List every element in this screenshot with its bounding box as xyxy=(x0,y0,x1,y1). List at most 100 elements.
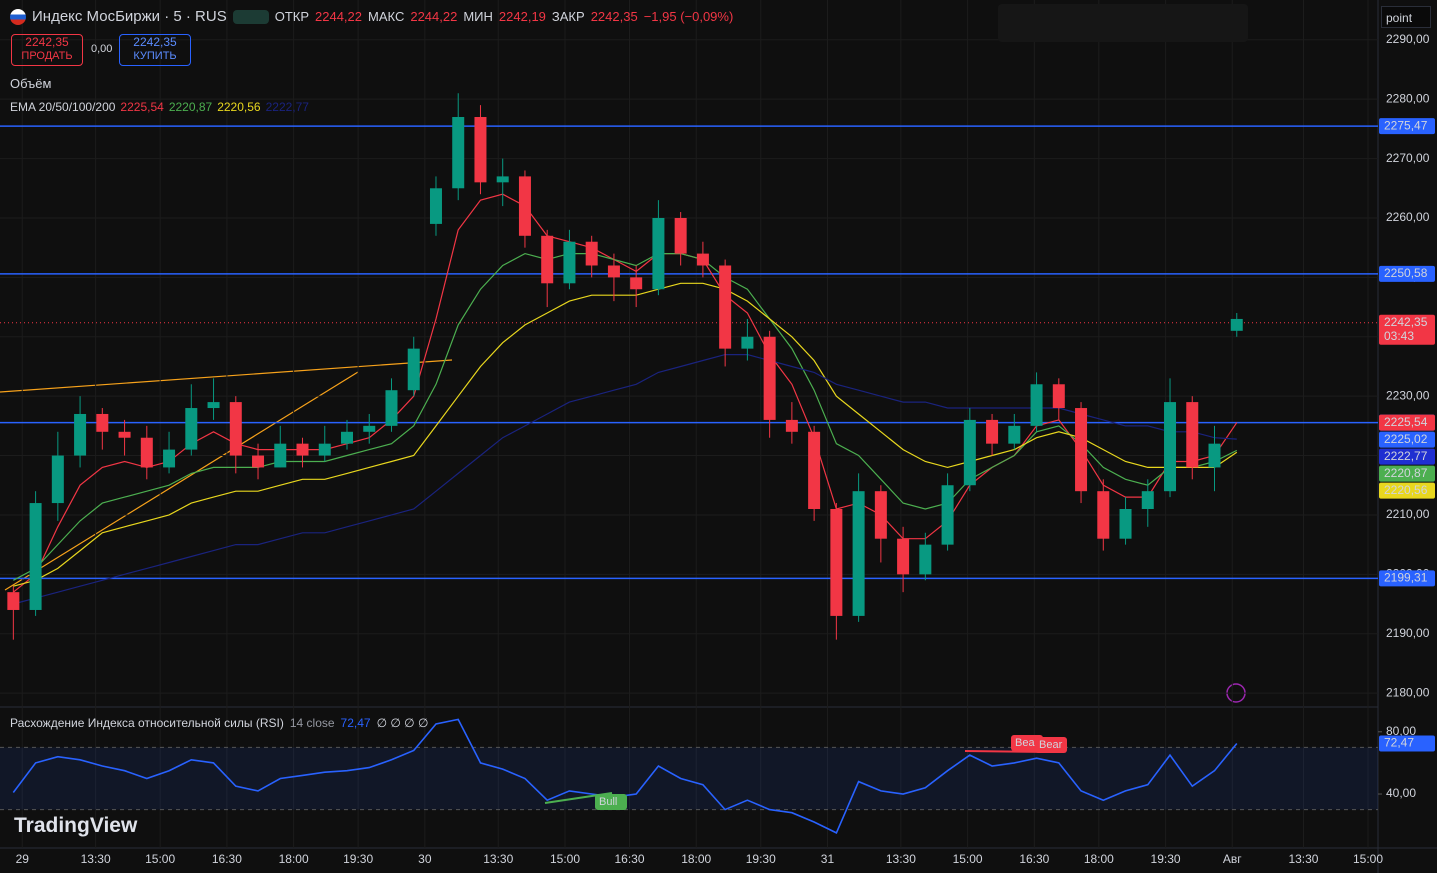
candle-body xyxy=(274,443,287,468)
candle-body xyxy=(363,425,376,432)
candle-body xyxy=(1030,384,1043,426)
candle-body xyxy=(1097,491,1110,539)
candle-body xyxy=(830,509,843,616)
x-tick-label: 13:30 xyxy=(886,852,916,866)
ema-tag: 2225,02 xyxy=(1384,432,1428,446)
x-tick-label: 18:00 xyxy=(1084,852,1114,866)
candle-body xyxy=(318,443,331,456)
candle-body xyxy=(140,437,153,468)
x-tick-label: 15:00 xyxy=(145,852,175,866)
candle-body xyxy=(1052,384,1065,409)
sell-button[interactable]: 2242,35 ПРОДАТЬ xyxy=(11,34,83,66)
ema-tag-bg xyxy=(1379,482,1435,499)
candle-body xyxy=(1164,402,1177,492)
x-tick-label: 18:00 xyxy=(279,852,309,866)
candle-body xyxy=(118,431,131,438)
candle-body xyxy=(96,413,109,432)
ohlc-value: 2242,19 xyxy=(498,9,546,24)
change: −1,95 (−0,09%) xyxy=(643,9,734,24)
candle-body xyxy=(607,265,620,278)
candle-body xyxy=(719,265,732,349)
indicator-value: 2222,77 xyxy=(265,100,309,114)
symbol[interactable]: Индекс МосБиржи · 5 · RUS xyxy=(32,8,227,25)
candle-body xyxy=(541,235,554,284)
last-price-tag-bg xyxy=(1379,314,1435,345)
candle-body xyxy=(7,592,20,610)
rsi-title[interactable]: Расхождение Индекса относительной силы (… xyxy=(10,716,284,730)
status[interactable] xyxy=(232,9,269,24)
x-tick-label: 19:30 xyxy=(746,852,776,866)
candle-body xyxy=(29,503,42,610)
ema-line xyxy=(12,193,1238,593)
ohlc-label: ЗАКР xyxy=(551,9,585,24)
ema-line xyxy=(13,252,1238,581)
candle-body xyxy=(1141,491,1154,510)
volume-label[interactable]: Объём xyxy=(10,76,52,91)
candle-body xyxy=(296,443,309,456)
sell-price: 2242,35 xyxy=(25,35,69,49)
annotation-bg xyxy=(595,794,627,810)
rsi-band xyxy=(0,747,1378,810)
candle-body xyxy=(785,419,798,432)
grid xyxy=(0,0,1378,848)
x-tick-label: 19:30 xyxy=(1151,852,1181,866)
annotation: Bull xyxy=(599,796,617,808)
indicator-value: 2220,87 xyxy=(168,100,213,114)
y-tick-label: 2290,00 xyxy=(1386,32,1430,46)
ema-tag: 2222,77 xyxy=(1384,449,1428,463)
candle-body xyxy=(496,176,509,183)
x-tick-label: 16:30 xyxy=(212,852,242,866)
level-tag: 2275,47 xyxy=(1384,118,1428,132)
candle-body xyxy=(452,117,465,189)
candle-body xyxy=(741,336,754,349)
candle-body xyxy=(1119,509,1132,539)
rsi-tag: 72,47 xyxy=(1384,736,1414,750)
x-tick-label: 29 xyxy=(16,852,30,866)
annotation: Bear xyxy=(1039,739,1063,751)
ohlc-value: 2244,22 xyxy=(410,9,458,24)
annotation: Bear xyxy=(1015,737,1039,749)
candle-body xyxy=(1075,408,1088,492)
x-tick-label: 13:30 xyxy=(81,852,111,866)
level-tag-bg xyxy=(1379,265,1435,282)
candle-body xyxy=(808,431,821,510)
x-tick-label: 13:30 xyxy=(1288,852,1318,866)
buy-button[interactable]: 2242,35 КУПИТЬ xyxy=(119,34,191,66)
rsi-tag-bg xyxy=(1379,735,1435,752)
y-tick-label: 2230,00 xyxy=(1386,388,1430,402)
candle-body xyxy=(1208,443,1221,468)
candle-body xyxy=(163,449,176,468)
ema-tag-bg xyxy=(1379,448,1435,465)
x-tick-label: 16:30 xyxy=(1019,852,1049,866)
y-tick-label: 2270,00 xyxy=(1386,151,1430,165)
indicator-legend: EMA 20/50/100/200 2225,54 2220,87 2220,56 2… xyxy=(10,100,309,114)
candle-body xyxy=(341,431,354,444)
candle-body xyxy=(585,241,598,266)
candle-body xyxy=(229,402,242,456)
rsi-tick-label: 40,00 xyxy=(1386,786,1416,800)
trend-line xyxy=(4,371,359,591)
x-tick-label: 19:30 xyxy=(343,852,373,866)
candle-body xyxy=(897,538,910,575)
candle-body xyxy=(941,485,954,545)
indicator-label[interactable]: EMA 20/50/100/200 xyxy=(10,100,116,114)
candle-body xyxy=(429,188,442,224)
x-tick-label: 18:00 xyxy=(681,852,711,866)
x-tick-label: 13:30 xyxy=(483,852,513,866)
ema-tag: 2220,87 xyxy=(1384,466,1428,480)
candle-body xyxy=(674,217,687,254)
candle-body xyxy=(407,348,420,391)
y-tick-label: 2280,00 xyxy=(1386,91,1430,105)
candle-body xyxy=(385,390,398,426)
last-price-tag: 2242,35 xyxy=(1384,315,1428,329)
candle-body xyxy=(874,491,887,539)
ohlc-value: 2242,35 xyxy=(590,9,638,24)
level-tag: 2199,31 xyxy=(1384,571,1428,585)
candle-body xyxy=(207,402,220,409)
candle-body xyxy=(963,419,976,486)
buy-price: 2242,35 xyxy=(133,35,177,49)
y-tick-label: 2190,00 xyxy=(1386,626,1430,640)
level-tag: 2250,58 xyxy=(1384,266,1428,280)
unit-selector[interactable]: point xyxy=(1381,6,1431,28)
